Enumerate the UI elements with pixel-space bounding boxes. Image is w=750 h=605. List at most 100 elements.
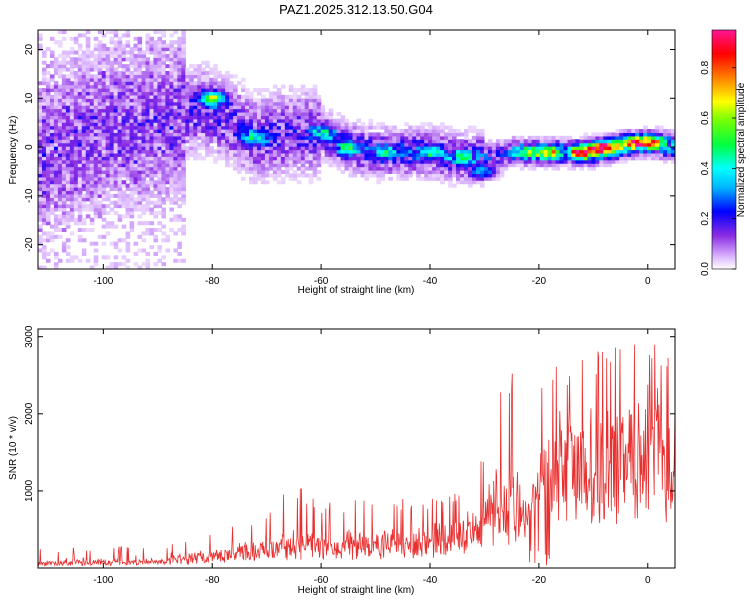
spectrogram-cell bbox=[217, 111, 222, 116]
spectrogram-cell bbox=[264, 180, 270, 185]
spectrogram-cell bbox=[583, 152, 589, 157]
spectrogram-cell bbox=[65, 251, 71, 256]
spectrogram-cell bbox=[225, 91, 230, 96]
spectrogram-cell bbox=[424, 132, 429, 137]
spectrogram-cell bbox=[109, 88, 115, 93]
spectrogram-cell bbox=[173, 183, 178, 188]
spectrogram-cell bbox=[45, 200, 51, 205]
spectrogram-cell bbox=[225, 132, 230, 137]
spectrogram-cell bbox=[85, 139, 91, 144]
spectrogram-cell bbox=[233, 115, 238, 120]
spectrogram-cell bbox=[256, 159, 262, 164]
spectrogram-cell bbox=[145, 183, 151, 188]
spectrogram-cell bbox=[213, 156, 218, 161]
spectrogram-cell bbox=[631, 135, 636, 140]
spectrogram-cell bbox=[113, 43, 119, 48]
spectrogram-cell bbox=[41, 115, 47, 120]
spectrogram-cell bbox=[61, 91, 67, 96]
spectrogram-cell bbox=[324, 146, 330, 151]
spectrogram-cell bbox=[133, 142, 139, 147]
spectrogram-cell bbox=[404, 156, 409, 161]
spectrogram-cell bbox=[41, 142, 47, 147]
spectrogram-cell bbox=[217, 122, 222, 127]
spectrogram-cell bbox=[384, 159, 389, 164]
spectrogram-cell bbox=[38, 81, 43, 86]
spectrogram-cell bbox=[344, 163, 350, 168]
spectrogram-cell bbox=[53, 173, 59, 178]
spectrogram-cell bbox=[280, 142, 286, 147]
spectrogram-cell bbox=[535, 159, 541, 164]
spectrogram-cell bbox=[276, 139, 282, 144]
spectrogram-cell bbox=[53, 122, 59, 127]
spectrogram-cell bbox=[81, 183, 87, 188]
spectrogram-cell bbox=[169, 88, 174, 93]
spectrogram-cell bbox=[145, 88, 151, 93]
spectrogram-cell bbox=[503, 163, 509, 168]
spectrogram-cell bbox=[81, 67, 87, 72]
spectrogram-cell bbox=[125, 33, 131, 38]
spectrogram-cell bbox=[173, 149, 178, 154]
spectrogram-cell bbox=[149, 36, 155, 41]
spectrogram-cell bbox=[133, 43, 139, 48]
spectrogram-cell bbox=[161, 210, 166, 215]
spectrogram-cell bbox=[300, 98, 306, 103]
spectrogram-cell bbox=[460, 156, 465, 161]
spectrogram-cell bbox=[125, 67, 131, 72]
spectrogram-cell bbox=[336, 156, 342, 161]
spectrogram-cell bbox=[237, 105, 242, 110]
spectrogram-cell bbox=[213, 64, 218, 69]
spectrogram-cell bbox=[73, 108, 79, 113]
spectrogram-cell bbox=[117, 101, 123, 106]
spectrogram-cell bbox=[109, 142, 115, 147]
spectrogram-cell bbox=[384, 139, 389, 144]
spectrogram-cell bbox=[177, 84, 182, 89]
spectrogram-cell bbox=[280, 152, 286, 157]
spectrogram-cell bbox=[169, 159, 174, 164]
spectrogram-cell bbox=[101, 94, 107, 99]
spectrogram-cell bbox=[539, 152, 545, 157]
spectrogram-cell bbox=[101, 197, 107, 202]
spectrogram-cell bbox=[535, 152, 541, 157]
spectrogram-cell bbox=[591, 156, 596, 161]
spectrogram-cell bbox=[97, 101, 103, 106]
spectrogram-cell bbox=[117, 248, 123, 253]
spectrogram-cell bbox=[252, 98, 258, 103]
spectrogram-cell bbox=[392, 166, 397, 171]
spectrogram-cell bbox=[356, 135, 362, 140]
spectrogram-cell bbox=[356, 132, 362, 137]
spectrogram-cell bbox=[595, 132, 600, 137]
spectrogram-cell bbox=[161, 77, 166, 82]
spectrogram-cell bbox=[89, 149, 95, 154]
spectrogram-cell bbox=[73, 180, 79, 185]
spectrogram-cell bbox=[85, 88, 91, 93]
spectrogram-cell bbox=[105, 81, 111, 86]
spectrogram-cell bbox=[603, 146, 608, 151]
spectrogram-cell bbox=[109, 30, 115, 35]
spectrogram-cell bbox=[217, 142, 222, 147]
spectrogram-cell bbox=[213, 135, 218, 140]
spectrogram-cell bbox=[280, 139, 286, 144]
spectrogram-cell bbox=[117, 111, 123, 116]
spectrogram-cell bbox=[245, 169, 250, 174]
spectrogram-cell bbox=[507, 139, 513, 144]
spectrogram-cell bbox=[165, 115, 170, 120]
spectrogram-cell bbox=[69, 36, 75, 41]
spectrogram-cell bbox=[117, 166, 123, 171]
spectrogram-cell bbox=[125, 111, 131, 116]
spectrogram-cell bbox=[340, 163, 346, 168]
spectrogram-cell bbox=[129, 125, 135, 130]
spectrogram-cell bbox=[129, 169, 135, 174]
spectrogram-cell bbox=[125, 200, 131, 205]
spectrogram-cell bbox=[507, 146, 513, 151]
spectrogram-cell bbox=[252, 135, 258, 140]
spectrogram-cell bbox=[456, 173, 461, 178]
spectrogram-cell bbox=[607, 146, 612, 151]
spectrogram-cell bbox=[296, 125, 302, 130]
spectrogram-cell bbox=[165, 234, 170, 239]
spectrogram-cell bbox=[456, 129, 461, 134]
spectrogram-cell bbox=[647, 135, 652, 140]
spectrogram-cell bbox=[181, 173, 186, 178]
spectrogram-cell bbox=[241, 156, 246, 161]
spectrogram-cell bbox=[197, 115, 202, 120]
spectrogram-cell bbox=[38, 139, 43, 144]
